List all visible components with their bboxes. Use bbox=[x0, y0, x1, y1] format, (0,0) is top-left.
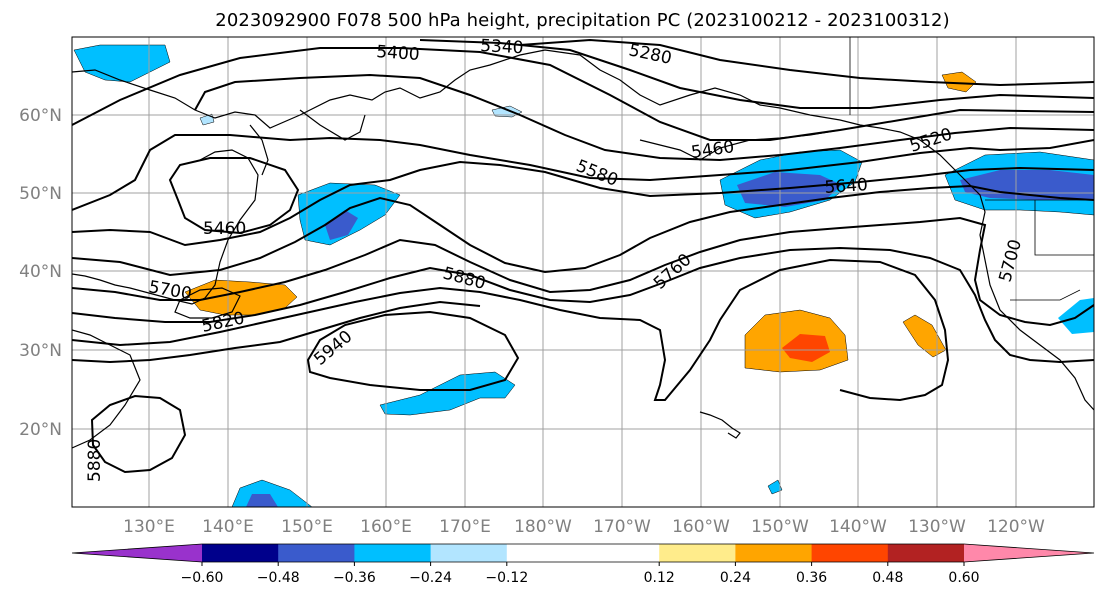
lon-label: 140°E bbox=[202, 517, 254, 537]
colorbar-tick-label: −0.48 bbox=[257, 570, 300, 586]
lon-label: 120°W bbox=[987, 517, 1045, 537]
colorbar bbox=[71, 543, 1095, 563]
precip-area bbox=[767, 479, 783, 495]
borders bbox=[849, 37, 1094, 301]
colorbar-tick-label: −0.12 bbox=[485, 570, 528, 586]
colorbar-swatch bbox=[811, 544, 889, 562]
contour-5460-loop bbox=[168, 157, 300, 235]
lon-label: 180°W bbox=[514, 517, 572, 537]
contour-5520 bbox=[72, 134, 1094, 211]
precip-area bbox=[246, 494, 278, 507]
lon-label: 170°E bbox=[439, 517, 491, 537]
colorbar-swatch bbox=[278, 544, 355, 562]
contour-5580 bbox=[72, 160, 1094, 247]
colorbar-tick-label: −0.24 bbox=[409, 570, 452, 586]
lat-label: 50°N bbox=[19, 184, 62, 204]
lat-label: 30°N bbox=[19, 341, 62, 361]
lon-label: 160°E bbox=[360, 517, 412, 537]
contour-label: 5340 bbox=[480, 36, 524, 58]
map-title: 2023092900 F078 500 hPa height, precipit… bbox=[215, 10, 950, 31]
colorbar-swatch bbox=[354, 544, 432, 562]
lon-label: 170°W bbox=[593, 517, 651, 537]
colorbar-swatch bbox=[659, 544, 736, 562]
contour-5880 bbox=[72, 300, 481, 364]
precip-area bbox=[73, 44, 171, 83]
lon-label: 150°E bbox=[281, 517, 333, 537]
contour-5340 bbox=[419, 39, 1094, 109]
colorbar-tick-label: −0.60 bbox=[181, 570, 224, 586]
colorbar-tick-label: 0.12 bbox=[644, 570, 675, 586]
colorbar-swatch bbox=[202, 544, 279, 562]
colorbar-swatch bbox=[430, 544, 508, 562]
contour-5940 bbox=[306, 310, 520, 391]
precip-shading-positive bbox=[184, 71, 977, 373]
colorbar-tick-label: 0.24 bbox=[720, 570, 751, 586]
lon-label: 140°W bbox=[829, 517, 887, 537]
lon-label: 130°W bbox=[908, 517, 966, 537]
colorbar-tick-label: 0.60 bbox=[948, 570, 979, 586]
height-contours bbox=[72, 38, 1094, 474]
contour-label: 5880 bbox=[85, 439, 105, 482]
lon-label: 160°W bbox=[672, 517, 730, 537]
lon-label: 150°W bbox=[751, 517, 809, 537]
lon-labels: 130°E 140°E 150°E 160°E 170°E 180°W 170°… bbox=[123, 517, 1045, 537]
colorbar-tick-label: 0.36 bbox=[796, 570, 827, 586]
colorbar-swatch bbox=[583, 544, 660, 562]
precip-area bbox=[737, 172, 842, 207]
contour-label: 5640 bbox=[824, 175, 869, 198]
colorbar-ticks: −0.60 −0.48 −0.36 −0.24 −0.12 0.12 0.24 0.36 0.4… bbox=[181, 562, 980, 586]
colorbar-extend-low bbox=[72, 544, 202, 562]
colorbar-extend-high bbox=[964, 544, 1094, 562]
lat-label: 20°N bbox=[19, 420, 62, 440]
colorbar-tick-label: −0.36 bbox=[333, 570, 376, 586]
precip-area bbox=[941, 71, 977, 93]
lon-label: 130°E bbox=[123, 517, 175, 537]
colorbar-swatch bbox=[887, 544, 965, 562]
precip-area bbox=[782, 334, 830, 362]
lat-label: 40°N bbox=[19, 262, 62, 282]
contour-5820 bbox=[72, 258, 950, 402]
contour-5760 bbox=[72, 246, 1094, 364]
precip-area bbox=[325, 210, 358, 240]
map-panel: 5400 5340 5280 5460 5580 5460 5640 5520 … bbox=[72, 36, 1094, 507]
map-frame bbox=[71, 36, 1095, 508]
lat-label: 60°N bbox=[19, 106, 62, 126]
contour-5460 bbox=[194, 73, 1094, 162]
contour-5700 bbox=[72, 216, 1094, 327]
colorbar-swatch bbox=[735, 544, 813, 562]
lat-labels: 60°N 50°N 40°N 30°N 20°N bbox=[19, 106, 62, 440]
colorbar-tick-label: 0.48 bbox=[872, 570, 903, 586]
contour-5880-south bbox=[90, 394, 187, 474]
contour-5400 bbox=[72, 47, 1094, 141]
contour-5280 bbox=[519, 38, 1094, 87]
contour-label: 5400 bbox=[376, 42, 421, 65]
precip-shading bbox=[73, 44, 1094, 507]
colorbar-swatch bbox=[506, 544, 584, 562]
precip-area bbox=[1058, 298, 1094, 334]
contour-5640 bbox=[72, 184, 1094, 277]
precip-area bbox=[379, 371, 516, 416]
contour-label: 5460 bbox=[203, 219, 246, 239]
